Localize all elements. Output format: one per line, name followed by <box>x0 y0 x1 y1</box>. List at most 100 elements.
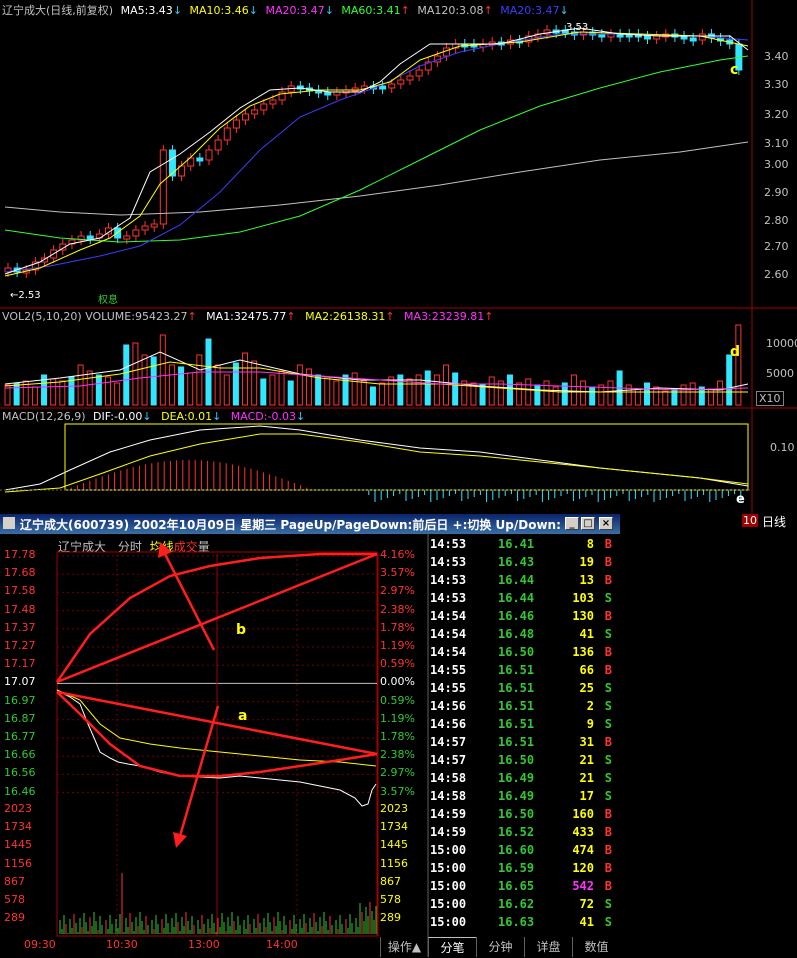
time-label: 09:30 <box>24 938 56 951</box>
percent-level: 2.97% <box>380 584 415 598</box>
trade-volume: 8 <box>586 537 594 551</box>
tab-2[interactable]: 分钟 <box>476 937 524 957</box>
trade-side: B <box>604 555 612 569</box>
ma60-line <box>4 55 749 243</box>
volume-bar <box>95 374 102 406</box>
volume-bar <box>415 374 422 406</box>
volume-bar <box>406 378 413 406</box>
trade-side: S <box>604 681 612 695</box>
vol-level-right: 2023 <box>380 802 408 815</box>
trade-side: S <box>604 753 612 767</box>
stock-name: 辽宁成大 <box>58 540 107 554</box>
percent-level: 1.78% <box>380 730 415 743</box>
trade-side: B <box>604 861 612 875</box>
trade-side: B <box>604 843 612 857</box>
price-tick: 3.10 <box>764 137 789 150</box>
volume-bar <box>305 368 312 406</box>
trade-price: 16.51 <box>498 717 535 731</box>
price-level: 17.07 <box>4 675 36 689</box>
trade-time: 15:00 <box>430 861 467 875</box>
candle <box>77 235 85 241</box>
tab-0[interactable]: 操作▲ <box>380 937 428 957</box>
kline-chart[interactable]: 3.53 ←2.53 权息 c <box>0 0 797 514</box>
ma20-label: MA20:3.47 <box>265 4 325 17</box>
annotation-curve-b <box>55 552 377 683</box>
percent-level: 2.38% <box>380 602 415 616</box>
vol-level: 289 <box>4 911 25 925</box>
trade-volume: 130 <box>572 609 594 623</box>
volume-bar <box>479 384 486 406</box>
trade-row: 14:53 16.43 19 B <box>430 554 620 572</box>
arrow-down-head <box>173 832 187 848</box>
price-tick: 3.00 <box>764 158 789 171</box>
candle <box>242 113 250 121</box>
time-label: 10:30 <box>106 938 138 951</box>
vol-title: VOL2(5,10,20) <box>2 310 82 323</box>
candle <box>251 109 259 115</box>
ma20-line <box>4 33 749 273</box>
volume-bar <box>516 382 523 406</box>
trade-row: 14:55 16.51 66 B <box>430 662 620 680</box>
trade-side: S <box>604 789 612 803</box>
price-level: 17.48 <box>4 602 36 616</box>
tab-3[interactable]: 详盘 <box>524 937 572 957</box>
trade-time: 15:00 <box>430 879 467 893</box>
ma60-label: MA60:3.41 <box>341 4 401 17</box>
vol-level-right: 578 <box>380 893 401 906</box>
intraday-window[interactable]: 辽宁成大(600739) 2002年10月09日 星期三 PageUp/Page… <box>0 514 620 957</box>
trade-row: 15:00 16.62 72 S <box>430 896 620 914</box>
percent-level: 0.59% <box>380 657 415 671</box>
close-icon[interactable]: × <box>599 517 613 530</box>
volume-bar <box>4 384 11 406</box>
volume-bar <box>671 388 678 406</box>
price-tick: 3.20 <box>764 108 789 121</box>
trade-side: B <box>604 537 612 551</box>
trade-volume: 13 <box>579 573 594 587</box>
maximize-icon[interactable]: □ <box>581 517 595 530</box>
candle <box>379 85 387 90</box>
percent-level: 3.57% <box>380 784 415 798</box>
minimize-icon[interactable]: _ <box>565 517 579 530</box>
trade-tick-list[interactable]: 14:53 16.41 8 B 14:53 16.43 19 B 14:53 16.44 13 B 14… <box>0 514 620 934</box>
arrow-up <box>163 553 216 651</box>
trade-volume: 474 <box>572 843 594 857</box>
macd-title: MACD(12,26,9) <box>2 410 86 423</box>
window-titlebar[interactable]: 辽宁成大(600739) 2002年10月09日 星期三 PageUp/Page… <box>0 514 620 534</box>
volume-bar <box>580 380 587 406</box>
candle <box>388 83 396 89</box>
volume-bar <box>260 378 267 406</box>
arrow-up-head <box>158 542 172 558</box>
candle <box>415 69 423 77</box>
macd-header: MACD(12,26,9) DIF:-0.00↓ DEA:0.01↓ MACD:… <box>2 410 306 423</box>
trade-price: 16.59 <box>498 861 535 875</box>
kline-title: 辽宁成大(日线,前复权) <box>2 4 114 17</box>
mode-minute[interactable]: 分时 <box>117 540 142 554</box>
price-level: 16.87 <box>4 711 36 725</box>
annotation-d: d <box>730 344 741 360</box>
vol-ma3 <box>4 371 749 391</box>
trade-side: B <box>604 825 612 839</box>
candle <box>104 227 112 235</box>
volume-bar <box>644 382 651 406</box>
mode-vol-a[interactable]: 成交 <box>173 540 198 554</box>
volume-bar <box>369 386 376 406</box>
trade-time: 14:56 <box>430 717 467 731</box>
mode-vol-b[interactable]: 量 <box>197 540 210 554</box>
low-marker: ←2.53 <box>10 290 41 301</box>
trade-price: 16.46 <box>498 609 535 623</box>
volume-bar <box>534 384 541 406</box>
trade-time: 14:54 <box>430 609 467 623</box>
intraday-chart[interactable]: b a <box>0 514 430 957</box>
tab-4[interactable]: 数值 <box>572 937 620 957</box>
tab-1[interactable]: 分笔 <box>428 937 476 957</box>
trade-price: 16.44 <box>498 591 535 605</box>
percent-level: 3.57% <box>380 566 415 580</box>
trade-volume: 41 <box>579 627 594 641</box>
trade-side: S <box>604 771 612 785</box>
price-level: 16.97 <box>4 693 36 707</box>
trade-price: 16.49 <box>498 771 535 785</box>
volume-bar <box>506 374 513 406</box>
trade-price: 16.49 <box>498 789 535 803</box>
vol-ma2 <box>4 361 748 393</box>
trade-price: 16.52 <box>498 825 535 839</box>
